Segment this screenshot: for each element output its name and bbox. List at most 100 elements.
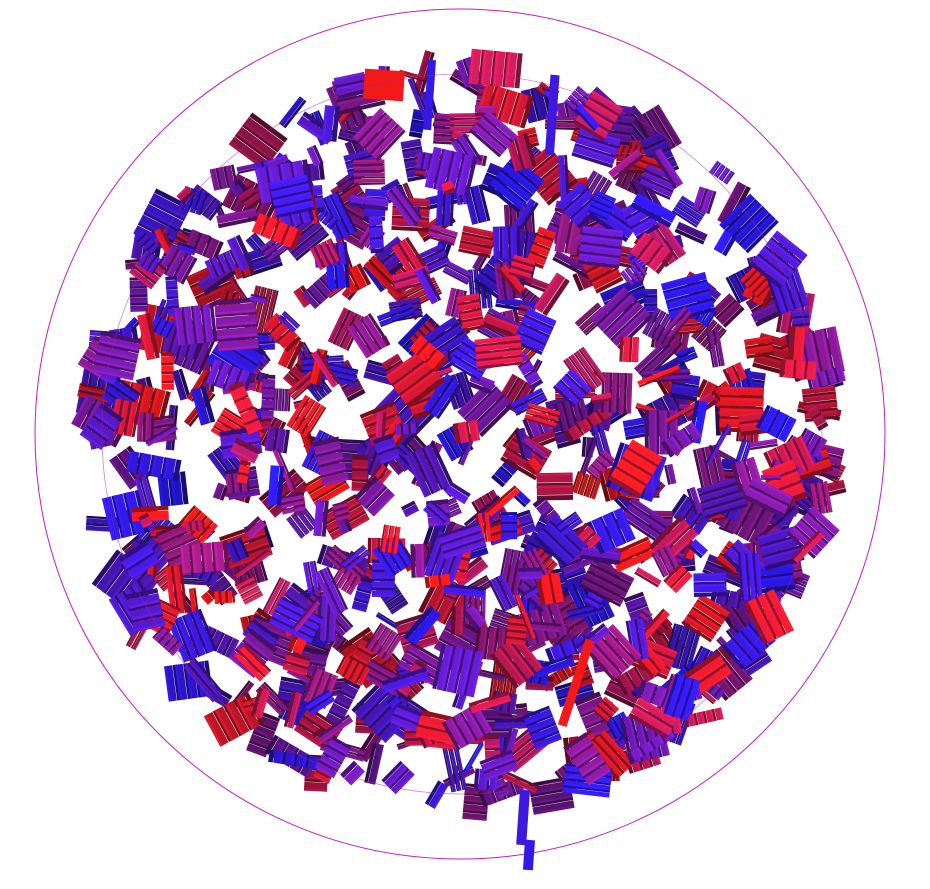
- platelet-side-face: [280, 676, 307, 685]
- platelet-highlight: [464, 226, 495, 235]
- platelet-highlight: [462, 234, 493, 243]
- platelet-highlight: [204, 571, 211, 582]
- platelet-top-face: [224, 637, 240, 659]
- platelet-highlight: [593, 558, 634, 580]
- platelet-highlight: [217, 208, 256, 219]
- platelet-top-face: [574, 302, 601, 326]
- platelet-side-face: [567, 607, 604, 618]
- platelet-side-face: [391, 225, 429, 232]
- platelet-top-face: [502, 163, 539, 195]
- platelet-highlight: [641, 131, 663, 143]
- platelet-top-face: [339, 682, 359, 698]
- platelet-highlight: [335, 311, 352, 345]
- platelet-side-face: [282, 429, 290, 454]
- platelet-side-face: [738, 212, 772, 247]
- platelet-highlight: [596, 707, 610, 720]
- platelet-highlight: [675, 344, 685, 355]
- platelet-side-face: [719, 648, 732, 661]
- platelet-top-face: [745, 655, 773, 677]
- platelet-side-face: [428, 377, 456, 415]
- platelet-particle: [528, 776, 575, 815]
- platelet-side-face: [463, 591, 466, 625]
- platelet-highlight: [388, 596, 404, 608]
- platelet-side-face: [462, 370, 477, 404]
- platelet-highlight: [679, 352, 696, 361]
- platelet-top-face: [589, 740, 624, 778]
- platelet-highlight: [727, 201, 758, 233]
- platelet-highlight: [145, 413, 148, 441]
- platelet-highlight: [654, 485, 665, 497]
- platelet-top-face: [536, 499, 553, 516]
- platelet-side-face: [563, 430, 575, 444]
- platelet-highlight: [489, 308, 523, 328]
- platelet-highlight: [403, 184, 412, 203]
- platelet-top-face: [203, 711, 229, 747]
- platelet-highlight: [435, 121, 454, 124]
- platelet-highlight: [560, 403, 569, 430]
- platelet-highlight: [380, 309, 414, 324]
- platelet-highlight: [161, 302, 169, 319]
- platelet-highlight: [196, 192, 204, 214]
- platelet-highlight: [507, 642, 534, 675]
- platelet-side-face: [574, 691, 602, 707]
- platelet-highlight: [236, 698, 255, 729]
- platelet-side-face: [579, 584, 622, 607]
- platelet-highlight: [431, 379, 456, 414]
- platelet-particle: [579, 557, 635, 607]
- platelet-top-face: [237, 186, 257, 202]
- platelet-side-face: [691, 606, 722, 628]
- platelet-highlight: [623, 142, 630, 157]
- platelet-highlight: [175, 665, 182, 700]
- platelet-top-face: [290, 513, 309, 536]
- platelet-side-face: [361, 463, 383, 490]
- platelet-particle: [579, 437, 599, 476]
- platelet-highlight: [628, 144, 635, 159]
- platelet-top-face: [243, 116, 285, 151]
- platelet-highlight: [710, 331, 718, 366]
- platelet-highlight: [741, 215, 772, 247]
- platelet-highlight: [403, 148, 422, 154]
- platelet-highlight: [110, 459, 132, 489]
- platelet-highlight: [341, 658, 350, 675]
- platelet-side-face: [623, 591, 645, 603]
- platelet-side-face: [318, 276, 335, 294]
- platelet-side-face: [384, 591, 403, 605]
- platelet-side-face: [205, 571, 214, 584]
- platelet-highlight: [130, 292, 147, 295]
- platelet-highlight: [623, 673, 634, 690]
- platelet-side-face: [394, 611, 431, 627]
- platelet-top-face: [536, 529, 574, 565]
- platelet-highlight: [353, 465, 368, 469]
- platelet-highlight: [196, 281, 237, 302]
- platelet-side-face: [335, 655, 347, 674]
- platelet-highlight: [424, 447, 445, 488]
- platelet-top-face: [262, 312, 283, 333]
- platelet-side-face: [356, 263, 372, 286]
- platelet-top-face: [194, 233, 210, 256]
- platelet-highlight: [587, 477, 595, 497]
- platelet-highlight: [399, 671, 411, 676]
- platelet-particle: [364, 742, 384, 785]
- platelet-particle: [200, 588, 217, 605]
- platelet-top-face: [605, 681, 640, 704]
- platelet-side-face: [473, 626, 481, 659]
- platelet-side-face: [91, 549, 121, 587]
- platelet-highlight: [213, 348, 253, 375]
- platelet-highlight: [436, 181, 441, 225]
- platelet-top-face: [385, 593, 405, 609]
- platelet-highlight: [424, 325, 461, 350]
- platelet-side-face: [495, 303, 535, 313]
- platelet-highlight: [594, 180, 609, 203]
- platelet-side-face: [293, 378, 318, 401]
- platelet-top-face: [293, 287, 311, 308]
- platelet-top-face: [567, 424, 583, 441]
- platelet-side-face: [281, 388, 285, 412]
- platelet-side-face: [246, 198, 263, 211]
- platelet-highlight: [508, 551, 518, 593]
- platelet-top-face: [587, 411, 603, 428]
- platelet-top-face: [698, 593, 731, 618]
- platelet-particle: [619, 497, 671, 543]
- platelet-highlight: [537, 473, 572, 477]
- platelet-highlight: [645, 141, 667, 152]
- platelet-highlight: [294, 291, 306, 307]
